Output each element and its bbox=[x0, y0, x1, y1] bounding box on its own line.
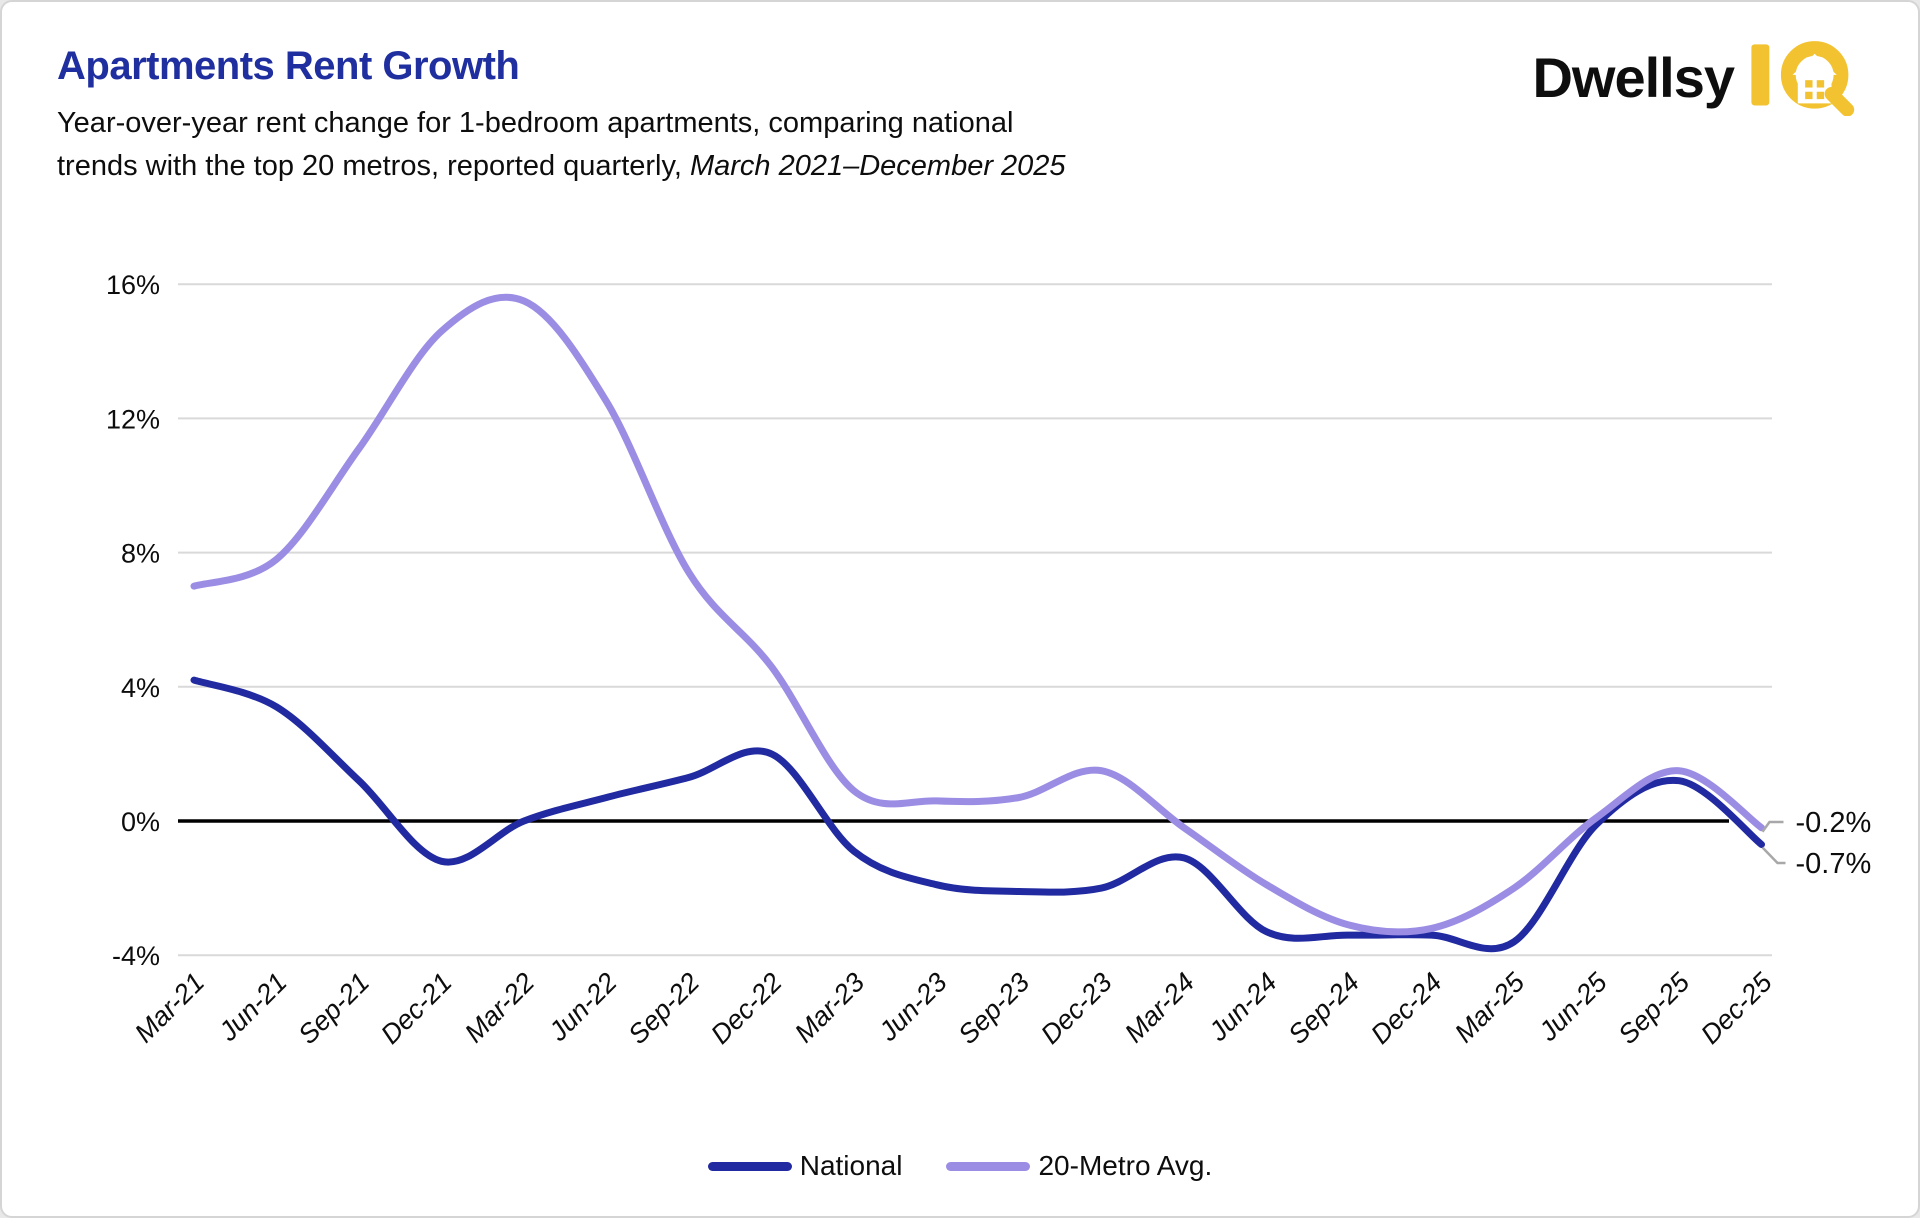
chart-subtitle: Year-over-year rent change for 1-bedroom… bbox=[57, 102, 1066, 188]
end-label-metro: -0.2% bbox=[1796, 807, 1872, 839]
x-axis-tick-label: Dec-23 bbox=[1035, 967, 1118, 1050]
y-axis-tick-label: 12% bbox=[106, 404, 160, 434]
y-axis-tick-label: -4% bbox=[112, 941, 160, 971]
logo-iq-icon bbox=[1751, 41, 1855, 116]
leader-line-national bbox=[1761, 846, 1786, 865]
legend-label-national: National bbox=[799, 1150, 903, 1181]
subtitle-line1: Year-over-year rent change for 1-bedroom… bbox=[57, 107, 1014, 139]
x-axis-tick-label: Dec-24 bbox=[1365, 967, 1448, 1050]
legend-item-national: National bbox=[707, 1150, 903, 1182]
x-axis-tick-label: Dec-21 bbox=[375, 967, 458, 1050]
x-axis-tick-label: Jun-24 bbox=[1202, 967, 1282, 1047]
subtitle-line2: trends with the top 20 metros, reported … bbox=[57, 150, 690, 182]
x-axis-tick-label: Dec-25 bbox=[1695, 966, 1778, 1049]
x-axis-tick-label: Jun-22 bbox=[542, 967, 622, 1047]
series-line-metro bbox=[190, 293, 1765, 936]
leader-line-metro bbox=[1761, 820, 1784, 833]
end-label-national: -0.7% bbox=[1796, 848, 1872, 880]
page-title: Apartments Rent Growth bbox=[57, 44, 520, 88]
logo-brand-text: Dwellsy bbox=[1532, 45, 1735, 109]
x-axis-tick-label: Mar-21 bbox=[129, 967, 210, 1048]
series-line-national bbox=[190, 676, 1765, 953]
dwellsy-iq-logo: Dwellsy bbox=[1532, 38, 1856, 116]
x-axis-tick-label: Mar-23 bbox=[789, 967, 870, 1048]
x-axis-tick-label: Dec-22 bbox=[705, 967, 788, 1050]
national-line-swatch bbox=[707, 1161, 792, 1171]
x-axis-tick-label: Mar-25 bbox=[1449, 966, 1531, 1048]
x-axis-tick-label: Sep-23 bbox=[952, 967, 1035, 1050]
chart-legend: National 20-Metro Avg. bbox=[2, 1150, 1918, 1182]
legend-label-metro: 20-Metro Avg. bbox=[1038, 1150, 1213, 1181]
x-axis-tick-label: Sep-25 bbox=[1612, 966, 1695, 1049]
y-axis-tick-label: 8% bbox=[121, 539, 160, 569]
x-axis-tick-label: Sep-24 bbox=[1282, 967, 1365, 1050]
subtitle-date-range: March 2021–December 2025 bbox=[689, 150, 1066, 182]
x-axis-tick-label: Mar-24 bbox=[1119, 967, 1200, 1048]
x-axis-tick-label: Sep-22 bbox=[622, 967, 705, 1050]
x-axis-tick-label: Jun-23 bbox=[872, 967, 952, 1047]
y-axis-tick-label: 0% bbox=[121, 807, 160, 837]
x-axis-tick-label: Jun-21 bbox=[212, 967, 292, 1047]
x-axis-tick-label: Jun-25 bbox=[1532, 966, 1613, 1047]
y-axis-tick-label: 16% bbox=[106, 270, 160, 300]
y-axis-tick-label: 4% bbox=[121, 673, 160, 703]
x-axis-tick-label: Mar-22 bbox=[459, 967, 540, 1048]
legend-item-metro: 20-Metro Avg. bbox=[946, 1150, 1212, 1182]
metro-line-swatch bbox=[946, 1161, 1031, 1171]
x-axis-tick-label: Sep-21 bbox=[292, 967, 375, 1050]
